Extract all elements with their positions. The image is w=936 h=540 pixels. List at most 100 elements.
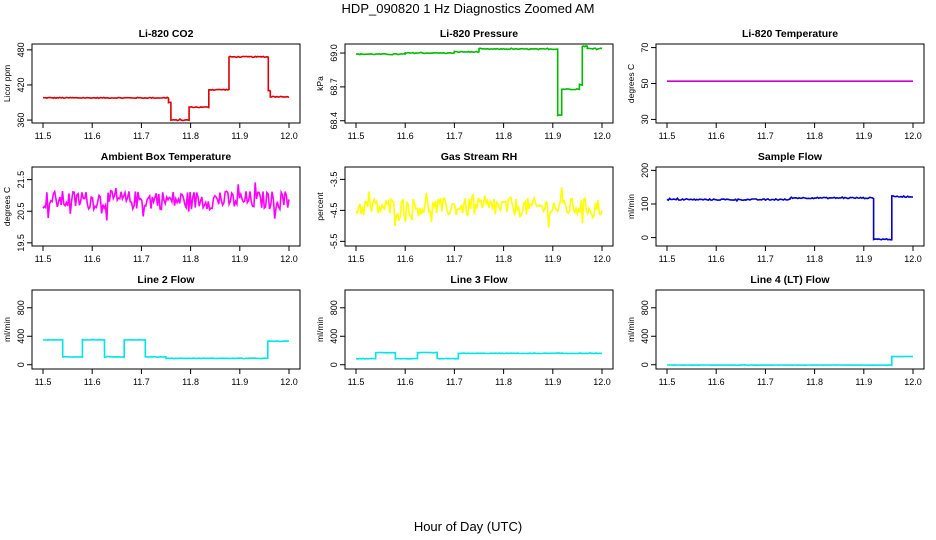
ambient-box-temperature-y-tick-label: 21.5 (16, 171, 26, 189)
line-4-lt-flow-x-tick-label: 11.6 (708, 377, 725, 387)
panel-line-3-flow: Line 3 Flow 11.5 11.6 11.7 11.8 11.9 12.0 0 400 8… (315, 274, 614, 387)
line-2-flow-series-line (42, 338, 290, 360)
panel-li-820-co2: Li-820 CO2 11.5 11.6 11.7 11.8 11.9 12.0 360 420… (2, 28, 301, 141)
li-820-co2-y-axis-label: Licor ppm (2, 65, 12, 102)
line-3-flow-series-line (355, 351, 603, 360)
sample-flow-y-tick-label: 0 (640, 235, 650, 240)
li-820-co2-x-tick-label: 11.8 (182, 131, 199, 141)
line-4-lt-flow-series-line (667, 355, 914, 367)
li-820-temperature-y-axis-label: degrees C (626, 64, 636, 103)
sample-flow-x-tick-label: 11.8 (806, 254, 823, 264)
li-820-pressure-y-axis-label: kPa (315, 76, 325, 91)
li-820-pressure-y-tick-label: 68.7 (329, 78, 339, 96)
ambient-box-temperature-x-tick-label: 11.8 (182, 254, 199, 264)
sample-flow-y-axis-label: ml/min (626, 194, 636, 219)
li-820-pressure-title: Li-820 Pressure (440, 28, 518, 40)
li-820-co2-x-tick-label: 11.6 (84, 131, 101, 141)
li-820-pressure-x-tick-label: 11.6 (397, 131, 414, 141)
li-820-pressure-x-tick-label: 11.8 (495, 131, 512, 141)
gas-stream-rh-x-tick-label: 11.7 (446, 254, 463, 264)
li-820-temperature-x-tick-label: 11.8 (806, 131, 823, 141)
line-4-lt-flow-x-tick-label: 11.7 (757, 377, 774, 387)
li-820-co2-y-tick-label: 420 (16, 77, 26, 92)
li-820-pressure-x-tick-label: 11.7 (446, 131, 463, 141)
line-3-flow-y-tick-label: 0 (329, 362, 339, 367)
line-3-flow-y-tick-label: 800 (329, 300, 339, 315)
gas-stream-rh-y-tick-label: -5.5 (329, 234, 339, 250)
gas-stream-rh-x-tick-label: 11.5 (348, 254, 365, 264)
li-820-co2-x-tick-label: 11.7 (133, 131, 150, 141)
line-3-flow-x-tick-label: 11.8 (495, 377, 512, 387)
panel-grid: Li-820 CO2 11.5 11.6 11.7 11.8 11.9 12.0 360 420… (2, 28, 925, 387)
gas-stream-rh-x-tick-label: 11.8 (495, 254, 512, 264)
gas-stream-rh-y-axis-label: percent (315, 192, 325, 221)
gas-stream-rh-series-line (355, 187, 603, 228)
ambient-box-temperature-x-tick-label: 11.9 (231, 254, 248, 264)
line-2-flow-x-tick-label: 11.9 (231, 377, 248, 387)
li-820-temperature-x-tick-label: 12.0 (904, 131, 922, 141)
li-820-co2-y-tick-label: 480 (16, 42, 26, 57)
ambient-box-temperature-x-tick-label: 11.7 (133, 254, 150, 264)
li-820-co2-x-tick-label: 12.0 (280, 131, 298, 141)
ambient-box-temperature-title: Ambient Box Temperature (101, 151, 232, 163)
gas-stream-rh-plot-frame (344, 166, 614, 247)
li-820-pressure-plot-frame (344, 43, 614, 124)
gas-stream-rh-x-tick-label: 11.9 (544, 254, 561, 264)
panel-line-2-flow: Line 2 Flow 11.5 11.6 11.7 11.8 11.9 12.0 0 400 8… (2, 274, 301, 387)
line-2-flow-y-tick-label: 0 (16, 362, 26, 367)
li-820-temperature-y-tick-label: 70 (640, 43, 650, 53)
ambient-box-temperature-plot-frame (31, 166, 301, 247)
gas-stream-rh-title: Gas Stream RH (441, 151, 517, 163)
gas-stream-rh-x-tick-label: 12.0 (593, 254, 611, 264)
panel-line-4-lt-flow: Line 4 (LT) Flow 11.5 11.6 11.7 11.8 11.9 12.0… (626, 274, 925, 387)
line-3-flow-x-tick-label: 11.6 (397, 377, 414, 387)
li-820-co2-plot-frame (31, 43, 301, 124)
li-820-pressure-x-tick-label: 11.5 (348, 131, 365, 141)
line-4-lt-flow-x-tick-label: 11.5 (659, 377, 676, 387)
line-4-lt-flow-x-tick-label: 11.9 (855, 377, 872, 387)
line-2-flow-x-tick-label: 12.0 (280, 377, 298, 387)
li-820-temperature-x-tick-label: 11.7 (757, 131, 774, 141)
li-820-pressure-y-tick-label: 68.4 (329, 112, 339, 130)
li-820-pressure-y-tick-label: 69.0 (329, 44, 339, 62)
line-3-flow-plot-frame (344, 289, 614, 370)
li-820-co2-y-tick-label: 360 (16, 113, 26, 128)
line-2-flow-y-tick-label: 800 (16, 300, 26, 315)
panel-li-820-pressure: Li-820 Pressure 11.5 11.6 11.7 11.8 11.9 12.0 6… (315, 28, 614, 141)
li-820-temperature-plot-frame (655, 43, 925, 124)
line-2-flow-plot-frame (31, 289, 301, 370)
line-4-lt-flow-plot-frame (655, 289, 925, 370)
li-820-temperature-x-tick-label: 11.6 (708, 131, 725, 141)
ambient-box-temperature-series-line (42, 182, 290, 221)
line-2-flow-x-tick-label: 11.5 (35, 377, 52, 387)
sample-flow-x-tick-label: 12.0 (904, 254, 922, 264)
line-4-lt-flow-x-tick-label: 11.8 (806, 377, 823, 387)
sample-flow-x-tick-label: 11.6 (708, 254, 725, 264)
panel-ambient-box-temperature: Ambient Box Temperature 11.5 11.6 11.7 11.8 1… (2, 151, 301, 264)
ambient-box-temperature-x-tick-label: 12.0 (280, 254, 298, 264)
line-4-lt-flow-x-tick-label: 12.0 (904, 377, 922, 387)
figure-title: HDP_090820 1 Hz Diagnostics Zoomed AM (342, 1, 595, 16)
li-820-pressure-x-tick-label: 11.9 (544, 131, 561, 141)
sample-flow-x-tick-label: 11.7 (757, 254, 774, 264)
li-820-co2-x-tick-label: 11.5 (35, 131, 52, 141)
ambient-box-temperature-x-tick-label: 11.5 (35, 254, 52, 264)
line-2-flow-x-tick-label: 11.7 (133, 377, 150, 387)
line-4-lt-flow-y-axis-label: ml/min (626, 317, 636, 342)
li-820-co2-x-tick-label: 11.9 (231, 131, 248, 141)
sample-flow-x-tick-label: 11.5 (659, 254, 676, 264)
ambient-box-temperature-y-axis-label: degrees C (2, 187, 12, 226)
x-axis-title: Hour of Day (UTC) (414, 519, 522, 534)
panel-gas-stream-rh: Gas Stream RH 11.5 11.6 11.7 11.8 11.9 12.0 -5.… (315, 151, 614, 264)
li-820-temperature-title: Li-820 Temperature (742, 28, 838, 40)
li-820-temperature-y-tick-label: 50 (640, 78, 650, 88)
li-820-temperature-y-tick-label: 30 (640, 114, 650, 124)
sample-flow-series-line (666, 194, 914, 241)
line-4-lt-flow-y-tick-label: 0 (640, 362, 650, 367)
sample-flow-y-tick-label: 100 (640, 196, 650, 211)
sample-flow-x-tick-label: 11.9 (855, 254, 872, 264)
panel-li-820-temperature: Li-820 Temperature 11.5 11.6 11.7 11.8 11.9 12… (626, 28, 925, 141)
line-3-flow-y-tick-label: 400 (329, 329, 339, 344)
li-820-co2-series-line (43, 55, 290, 122)
gas-stream-rh-x-tick-label: 11.6 (397, 254, 414, 264)
